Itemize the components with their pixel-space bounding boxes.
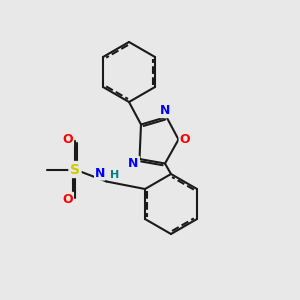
Text: H: H — [110, 170, 119, 180]
Text: N: N — [160, 104, 170, 117]
Text: O: O — [62, 133, 73, 146]
Text: O: O — [62, 193, 73, 206]
Text: S: S — [70, 163, 80, 176]
Text: N: N — [94, 167, 105, 180]
Text: O: O — [180, 133, 190, 146]
Text: N: N — [128, 157, 139, 170]
